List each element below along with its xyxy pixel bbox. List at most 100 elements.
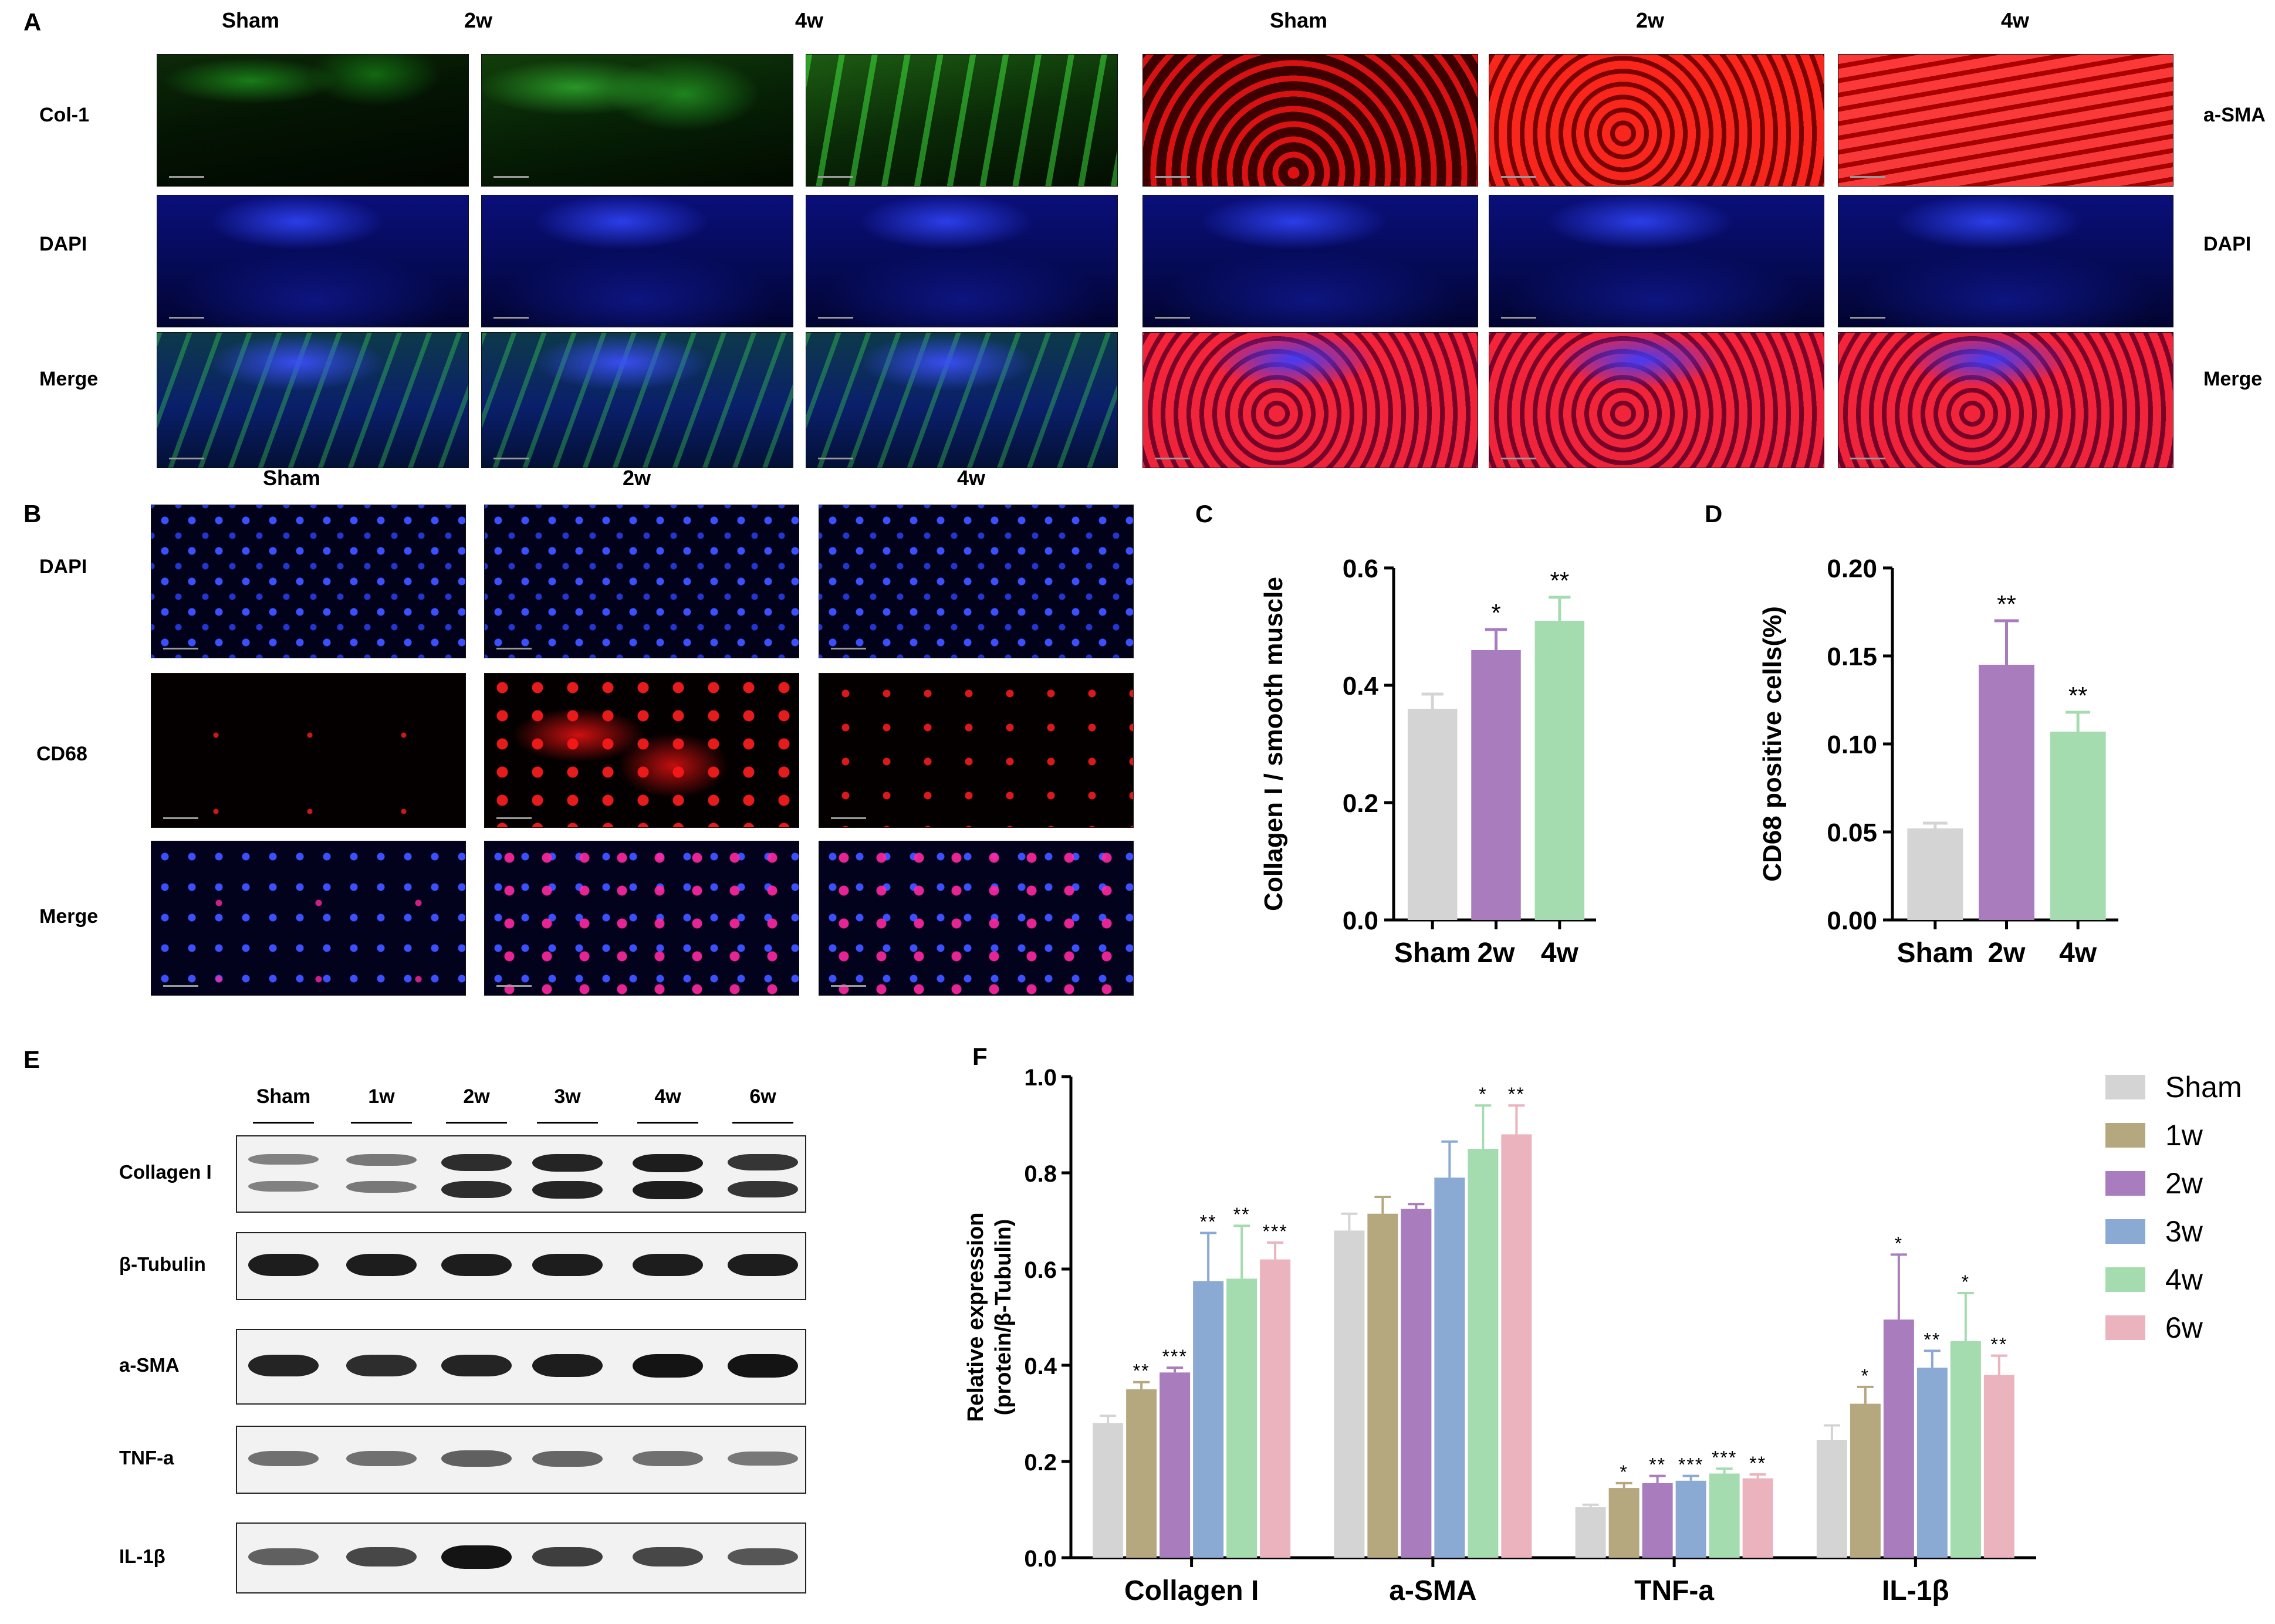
y-tick-label: 0.8 xyxy=(1024,1161,1057,1187)
micrograph-merge-4w xyxy=(806,332,1118,468)
panel-a-col-header: Sham xyxy=(221,8,280,32)
legend-swatch xyxy=(2105,1075,2145,1099)
protein-band xyxy=(532,1450,603,1467)
bar xyxy=(1709,1473,1740,1558)
panel-a-col-header: 2w xyxy=(1635,8,1665,32)
protein-band xyxy=(532,1253,603,1277)
protein-band xyxy=(532,1354,603,1377)
x-tick-label: 4w xyxy=(1541,938,1579,969)
protein-band xyxy=(633,1181,703,1199)
significance-mark: * xyxy=(1491,599,1500,627)
micrograph-col1-2w xyxy=(481,54,793,187)
protein-band xyxy=(633,1354,703,1378)
lane-underline xyxy=(351,1122,412,1124)
y-tick-label: 0.00 xyxy=(1827,906,1877,935)
panel-letter-c: C xyxy=(1195,500,1213,527)
x-tick-label: TNF-a xyxy=(1634,1575,1714,1606)
panel-letter-e: E xyxy=(23,1046,40,1073)
micrograph-dapi-4w xyxy=(806,195,1118,327)
protein-band xyxy=(346,1154,417,1166)
panel-a-row-label: a-SMA xyxy=(2203,104,2266,126)
bar xyxy=(1575,1507,1606,1558)
protein-band xyxy=(728,1181,798,1197)
micrograph-col1-sham xyxy=(157,54,469,187)
significance-mark: * xyxy=(1479,1084,1487,1105)
legend-label: 2w xyxy=(2165,1167,2203,1200)
bar xyxy=(1983,1375,2014,1558)
significance-mark: ** xyxy=(1997,590,2016,618)
panel-a-col-header: 4w xyxy=(795,8,824,32)
chart-c: 0.0 0.2 0.4 0.6 Collagen I / smooth muscle Sh… xyxy=(1259,554,1596,969)
bar xyxy=(1979,665,2034,920)
x-tick-label: 2w xyxy=(1477,938,1515,969)
significance-mark: * xyxy=(1861,1365,1870,1386)
protein-band xyxy=(441,1545,512,1569)
micrograph-b-cd68-4w xyxy=(819,673,1134,828)
x-tick-label: Collagen I xyxy=(1124,1575,1259,1606)
legend-label: 4w xyxy=(2165,1263,2203,1296)
protein-band xyxy=(441,1450,512,1467)
bar xyxy=(1334,1230,1365,1558)
blot-label: β-Tubulin xyxy=(119,1253,206,1275)
panel-a-col-header: 4w xyxy=(2000,8,2030,32)
significance-mark: *** xyxy=(1712,1447,1737,1468)
lane-underline xyxy=(253,1122,314,1124)
protein-band xyxy=(728,1253,798,1277)
legend-swatch xyxy=(2105,1219,2145,1244)
bar xyxy=(1534,621,1585,920)
panel-b-row-label: DAPI xyxy=(39,556,87,578)
y-tick-label: 0.10 xyxy=(1827,730,1877,759)
panel-b-col-header: Sham xyxy=(262,466,321,490)
significance-mark: ** xyxy=(1649,1454,1666,1476)
micrograph-b-merge-sham xyxy=(151,841,466,996)
micrograph-b-merge-4w xyxy=(819,841,1134,996)
protein-band xyxy=(248,1354,319,1377)
micrograph-asma-4w xyxy=(1838,54,2173,187)
legend-swatch xyxy=(2105,1171,2145,1196)
lane-label: 3w xyxy=(554,1085,581,1108)
panel-b-col-header: 2w xyxy=(622,466,651,490)
legend-swatch xyxy=(2105,1315,2145,1340)
bar xyxy=(1916,1368,1948,1558)
bar xyxy=(1850,1403,1881,1558)
blot-membrane xyxy=(236,1522,806,1593)
y-tick-label: 0.6 xyxy=(1024,1257,1057,1283)
lane-label: Sham xyxy=(256,1085,311,1108)
lane-underline xyxy=(637,1122,698,1124)
micrograph-merge-2w xyxy=(481,332,793,468)
significance-mark: ** xyxy=(1508,1084,1525,1105)
significance-mark: ** xyxy=(1550,567,1569,594)
micrograph-dapi-sham xyxy=(157,195,469,327)
micrograph-merge-r-2w xyxy=(1489,332,1824,468)
bar xyxy=(1260,1259,1291,1558)
bar xyxy=(1883,1320,1914,1558)
micrograph-b-dapi-sham xyxy=(151,505,466,658)
protein-band xyxy=(532,1547,603,1567)
bar xyxy=(1642,1483,1673,1558)
y-axis-label: Collagen I / smooth muscle xyxy=(1259,577,1288,911)
y-tick-label: 0.2 xyxy=(1024,1450,1057,1476)
panel-b-row-label: Merge xyxy=(39,905,99,928)
micrograph-b-dapi-4w xyxy=(819,505,1134,658)
y-tick-label: 0.6 xyxy=(1343,554,1378,583)
micrograph-b-dapi-2w xyxy=(484,505,799,658)
legend-label: 3w xyxy=(2165,1215,2203,1248)
y-axis-label: CD68 positive cells(%) xyxy=(1758,606,1787,882)
bar xyxy=(1816,1440,1847,1558)
bar xyxy=(1407,709,1458,920)
protein-band xyxy=(441,1154,512,1171)
panel-letter-a: A xyxy=(23,8,42,36)
x-tick-label: 2w xyxy=(1987,938,2026,969)
protein-band xyxy=(633,1547,703,1567)
x-tick-label: IL-1β xyxy=(1882,1575,1949,1606)
x-tick-label: a-SMA xyxy=(1389,1575,1476,1606)
protein-band xyxy=(633,1154,703,1172)
y-tick-label: 0.15 xyxy=(1827,642,1877,671)
bar xyxy=(1675,1480,1706,1558)
micrograph-asma-sham xyxy=(1142,54,1478,187)
significance-mark: *** xyxy=(1162,1346,1187,1367)
western-blot: Sham 1w 2w 3w 4w 6w Collagen I β-Tubulin a-SMA TN… xyxy=(0,0,880,1624)
significance-mark: ** xyxy=(1233,1204,1250,1225)
panel-a-row-label: DAPI xyxy=(2203,233,2252,255)
protein-band xyxy=(532,1181,603,1199)
